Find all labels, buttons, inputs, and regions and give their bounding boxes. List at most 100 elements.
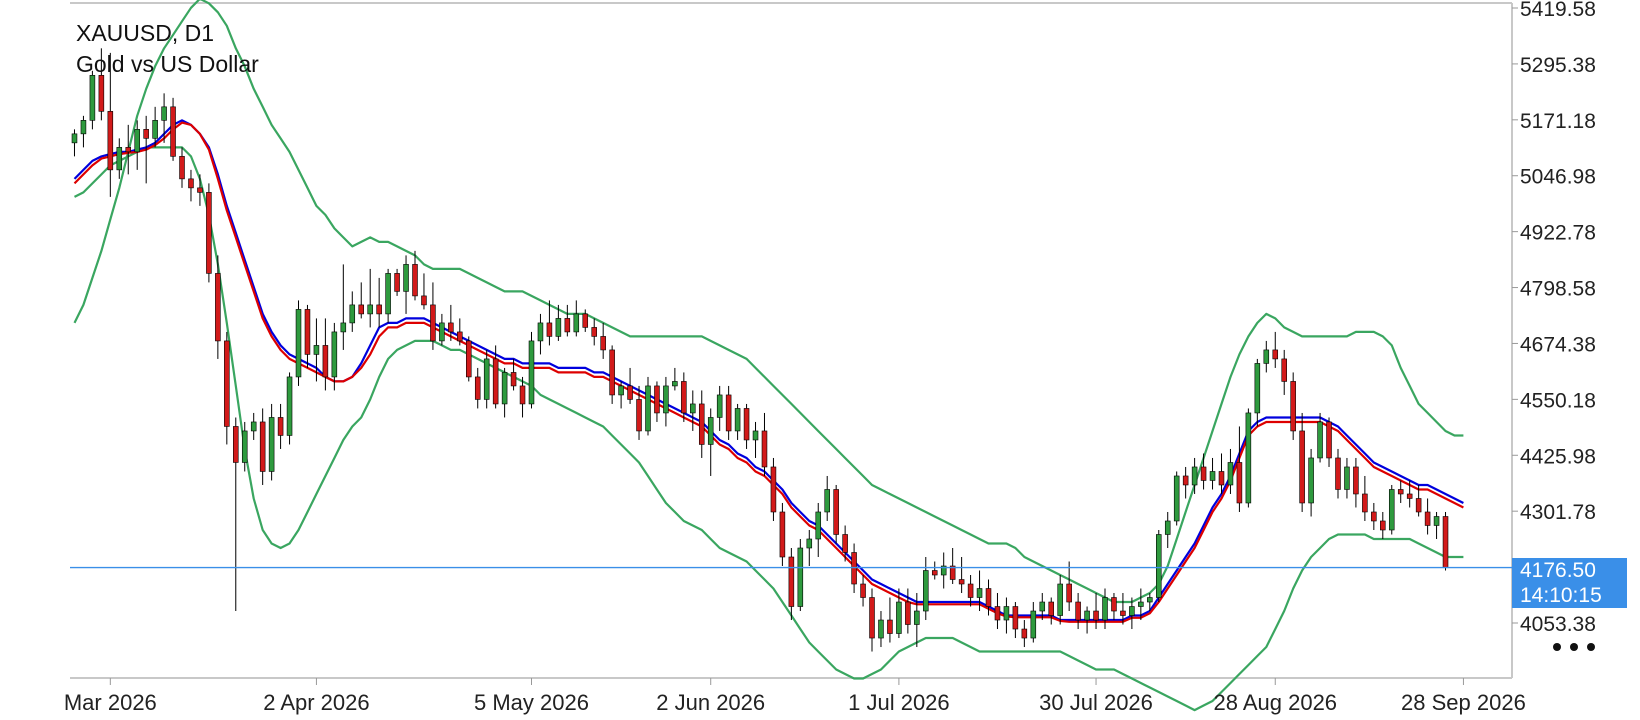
candle-body xyxy=(394,273,400,292)
candle-body xyxy=(1111,597,1117,612)
dot xyxy=(1570,643,1578,651)
candle-body xyxy=(179,156,185,180)
candle xyxy=(322,318,329,391)
candle xyxy=(1218,453,1225,494)
candle-body xyxy=(1129,606,1135,616)
candle-body xyxy=(672,381,678,387)
candle-body xyxy=(940,565,947,576)
candle xyxy=(233,417,239,612)
candle-body xyxy=(949,565,956,580)
candle xyxy=(1397,480,1404,503)
candle-body xyxy=(707,417,714,445)
candle-body xyxy=(824,489,830,513)
candle-body xyxy=(1209,471,1216,481)
y-tick-label: 4301.78 xyxy=(1520,501,1596,524)
candle xyxy=(1424,498,1431,535)
candle-body xyxy=(1066,583,1072,603)
candle-body xyxy=(636,399,642,432)
candle xyxy=(878,611,884,648)
candle-body xyxy=(931,570,938,576)
candle xyxy=(250,412,257,440)
candle xyxy=(1129,597,1135,630)
candle-body xyxy=(403,264,409,292)
candle-body xyxy=(188,178,194,189)
candle xyxy=(412,250,418,301)
candle-body xyxy=(483,358,490,400)
x-tick-label: 30 Jul 2026 xyxy=(1039,690,1153,715)
candle-body xyxy=(80,120,87,135)
candle-body xyxy=(376,304,382,315)
candle-body xyxy=(1156,534,1162,598)
candle xyxy=(197,174,203,206)
candle xyxy=(627,367,633,404)
candle-body xyxy=(474,376,481,400)
x-axis: Mar 2026 2 Apr 2026 5 May 2026 2 Jun 2026 1 … xyxy=(64,678,1526,715)
candle xyxy=(663,376,669,427)
candle xyxy=(519,376,526,418)
more-dots-icon[interactable] xyxy=(1553,640,1595,654)
candle xyxy=(1326,417,1332,467)
candle-body xyxy=(170,106,176,157)
candle-body xyxy=(116,147,123,171)
candle xyxy=(707,408,714,476)
candle-body xyxy=(681,381,687,414)
candle xyxy=(1173,471,1180,526)
candle xyxy=(421,273,427,310)
candle-body xyxy=(1048,601,1054,616)
candle-body xyxy=(923,570,929,612)
candle xyxy=(967,575,974,607)
candle xyxy=(1371,502,1377,530)
candle xyxy=(797,538,804,612)
candle-body xyxy=(206,192,212,274)
candle xyxy=(734,403,741,440)
candle-body xyxy=(224,340,230,427)
candle xyxy=(1102,588,1108,630)
candle-body xyxy=(770,466,777,513)
candle xyxy=(188,169,194,202)
candle-body xyxy=(878,619,884,639)
y-tick-label: 5171.18 xyxy=(1520,110,1596,133)
candle-body xyxy=(1353,466,1359,495)
candle-body xyxy=(1200,466,1207,481)
candle-body xyxy=(663,385,669,414)
y-tick-label: 4674.38 xyxy=(1520,333,1596,356)
candle-body xyxy=(143,129,149,139)
candle xyxy=(654,381,660,422)
candle xyxy=(125,124,132,175)
candle xyxy=(394,268,400,296)
candle xyxy=(80,115,87,148)
candle xyxy=(779,502,786,567)
candle-body xyxy=(690,403,696,414)
candle-body xyxy=(1120,610,1126,616)
candle-body xyxy=(1415,498,1422,513)
candle-body xyxy=(1191,466,1198,486)
candle xyxy=(788,547,795,621)
candle-body xyxy=(125,147,132,153)
candle xyxy=(636,385,642,440)
candle-body xyxy=(1317,421,1323,459)
candle xyxy=(206,183,212,283)
candle-body xyxy=(349,304,356,324)
x-tick-label: 5 May 2026 xyxy=(474,690,589,715)
candle-body xyxy=(1388,489,1395,531)
candle xyxy=(923,556,929,621)
candle-body xyxy=(761,430,768,468)
candle-body xyxy=(1173,475,1180,522)
candle xyxy=(1254,358,1261,427)
x-tick-label: 2 Apr 2026 xyxy=(263,690,369,715)
candle-body xyxy=(161,106,167,121)
candle-body xyxy=(1227,462,1234,486)
candle xyxy=(672,367,678,391)
candle xyxy=(268,403,275,481)
candle-body xyxy=(1012,606,1019,630)
candle xyxy=(224,331,230,445)
candle xyxy=(976,570,983,612)
candle xyxy=(1021,620,1028,648)
candle xyxy=(1380,511,1386,539)
candle xyxy=(492,345,499,409)
candle xyxy=(1299,412,1305,512)
candle-body xyxy=(1424,511,1431,526)
candle xyxy=(1442,511,1449,571)
candle-body xyxy=(1182,475,1189,486)
